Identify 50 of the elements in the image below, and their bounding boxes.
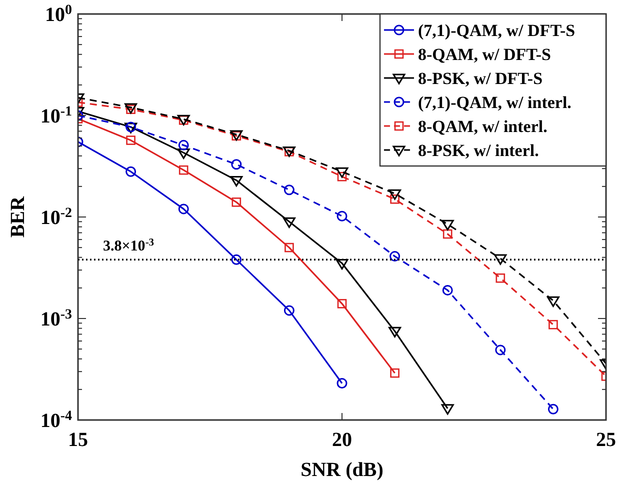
x-tick-label: 15 [68, 429, 88, 451]
point [442, 284, 453, 296]
y-axis-title: BER [7, 196, 29, 238]
point [442, 229, 452, 239]
point [178, 140, 189, 150]
legend-label: 8-QAM, w/ DFT-S [418, 45, 552, 64]
point [126, 136, 136, 145]
point [284, 242, 294, 252]
y-tick-label: 10$^{0}$ [45, 2, 72, 26]
point [336, 167, 348, 178]
point [390, 368, 400, 378]
ref-line-label: 3.8×10$^{-3}$ [103, 237, 154, 255]
point [232, 198, 242, 207]
point [441, 220, 454, 230]
legend-label: 8-PSK, w/ DFT-S [418, 69, 543, 88]
point [388, 326, 402, 338]
point [336, 259, 348, 270]
point [548, 404, 558, 414]
point [336, 210, 348, 222]
y-tick-label: 10$^{-3}$ [40, 307, 72, 330]
y-tick-label: 10$^{-2}$ [40, 206, 72, 229]
point [231, 254, 242, 265]
point [284, 184, 294, 196]
x-axis-title: SNR (dB) [300, 459, 384, 481]
point [178, 165, 188, 175]
legend-label: (7,1)-QAM, w/ interl. [418, 93, 572, 112]
legend-label: (7,1)-QAM, w/ DFT-S [418, 21, 576, 40]
point [390, 251, 400, 262]
point [336, 378, 348, 389]
point [388, 189, 402, 200]
point [126, 166, 136, 177]
legend-label: 8-QAM, w/ interl. [418, 117, 548, 136]
point [231, 159, 242, 170]
point [282, 217, 296, 228]
x-tick-label: 20 [332, 429, 352, 451]
point [337, 299, 347, 308]
point [284, 305, 294, 316]
point [548, 320, 558, 330]
point [495, 344, 506, 356]
point [177, 148, 190, 159]
y-tick-label: 10$^{-1}$ [40, 104, 72, 128]
point [546, 296, 560, 307]
x-tick-label: 25 [596, 429, 616, 451]
point [441, 404, 454, 415]
point [230, 176, 243, 187]
legend-label: 8-PSK, w/ interl. [418, 141, 539, 160]
point [494, 254, 507, 265]
y-tick-label: 10$^{-4}$ [40, 408, 72, 432]
point [178, 204, 189, 214]
point [496, 273, 506, 283]
